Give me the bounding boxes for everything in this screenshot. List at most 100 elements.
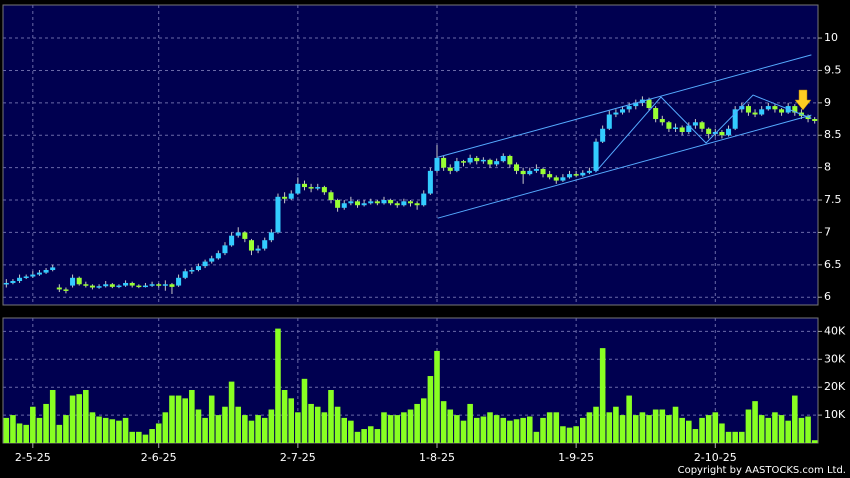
volume-bar: [407, 409, 414, 443]
x-tick-label: 2-7-25: [280, 451, 316, 464]
candle-body: [533, 168, 539, 171]
candle-body: [354, 201, 361, 206]
candle-body: [335, 200, 341, 208]
candle-body: [56, 287, 62, 290]
candle-body: [156, 284, 162, 286]
candle-body: [487, 159, 493, 165]
candle-body: [202, 261, 208, 267]
candle-body: [560, 177, 566, 181]
candle-body: [633, 102, 639, 107]
candle-body: [176, 277, 182, 286]
x-tick-label: 2-10-25: [694, 451, 737, 464]
candle-body: [659, 119, 665, 123]
y-tick-label: 30K: [824, 352, 846, 365]
candle-body: [10, 281, 16, 283]
volume-bar: [540, 417, 546, 443]
volume-bar: [460, 420, 467, 443]
candle-body: [222, 245, 228, 254]
copyright: Copyright by AASTOCKS.com Ltd.: [678, 465, 846, 476]
candle-body: [540, 168, 546, 175]
x-tick-label: 2-6-25: [141, 451, 177, 464]
candle-body: [301, 183, 308, 188]
volume-bar: [387, 415, 394, 443]
y-tick-label: 6.5: [824, 258, 842, 271]
volume-bar: [16, 423, 23, 443]
candle-body: [321, 187, 327, 193]
y-tick-label: 9: [824, 96, 831, 109]
volume-bar: [348, 420, 354, 443]
candle-body: [586, 170, 592, 173]
candle-body: [494, 161, 500, 165]
volume-bar: [222, 406, 228, 443]
volume-bar: [792, 395, 798, 443]
candle-body: [295, 183, 301, 194]
candle-body: [765, 106, 771, 110]
volume-bar: [725, 431, 732, 443]
volume-bar: [3, 417, 10, 443]
volume-bar: [765, 417, 772, 443]
candle-body: [63, 289, 69, 291]
volume-bar: [235, 406, 242, 443]
candle-body: [620, 109, 626, 113]
x-tick-label: 1-8-25: [419, 451, 455, 464]
volume-bar: [420, 398, 427, 443]
candle-body: [613, 112, 619, 115]
volume-bar: [513, 419, 520, 443]
candle-body: [103, 284, 109, 287]
y-tick-label: 20K: [824, 380, 846, 393]
volume-bar: [507, 420, 513, 443]
volume-bar: [705, 415, 712, 443]
candle-body: [460, 161, 467, 163]
volume-bar: [242, 415, 248, 443]
candle-body: [719, 131, 725, 136]
candle-body: [182, 271, 188, 278]
candle-body: [434, 157, 440, 171]
candle-body: [123, 282, 129, 286]
volume-bar: [109, 419, 116, 443]
candle-body: [646, 99, 652, 109]
candle-body: [600, 128, 606, 142]
volume-bar: [295, 412, 301, 443]
trend-line: [437, 54, 812, 158]
x-tick-label: 1-9-25: [558, 451, 594, 464]
candle-body: [341, 203, 347, 208]
candle-body: [812, 119, 818, 121]
volume-bar: [182, 398, 188, 443]
candle-body: [275, 196, 281, 233]
volume-bar: [526, 416, 533, 443]
candle-body: [209, 258, 215, 262]
volume-bar: [381, 412, 387, 443]
candle-body: [262, 240, 268, 249]
x-tick-label: 2-5-25: [15, 451, 51, 464]
trend-line: [437, 114, 812, 219]
volume-bar: [440, 401, 447, 443]
volume-bar: [308, 403, 314, 443]
candle-body: [679, 127, 685, 132]
volume-bar: [261, 417, 268, 443]
candle-body: [229, 235, 235, 246]
candle-body: [142, 285, 148, 288]
volume-bar: [473, 417, 480, 443]
candle-body: [772, 106, 778, 110]
candle-body: [580, 172, 586, 176]
volume-bar: [401, 412, 407, 443]
volume-bar: [23, 424, 29, 443]
candle-body: [567, 174, 573, 178]
volume-bar: [69, 395, 76, 443]
volume-bar: [447, 409, 454, 443]
candle-body: [169, 284, 175, 287]
volume-bar: [719, 423, 725, 443]
candle-body: [414, 203, 420, 206]
y-tick-label: 10K: [824, 408, 846, 421]
volume-bar: [745, 409, 752, 443]
candle-body: [76, 277, 82, 285]
volume-bar: [639, 412, 646, 443]
volume-bar: [427, 376, 434, 443]
candle-body: [36, 272, 42, 275]
y-tick-label: 6: [824, 290, 831, 303]
candle-body: [83, 284, 89, 286]
volume-bar: [36, 417, 43, 443]
candle-body: [401, 201, 407, 206]
y-tick-label: 40K: [824, 324, 846, 337]
